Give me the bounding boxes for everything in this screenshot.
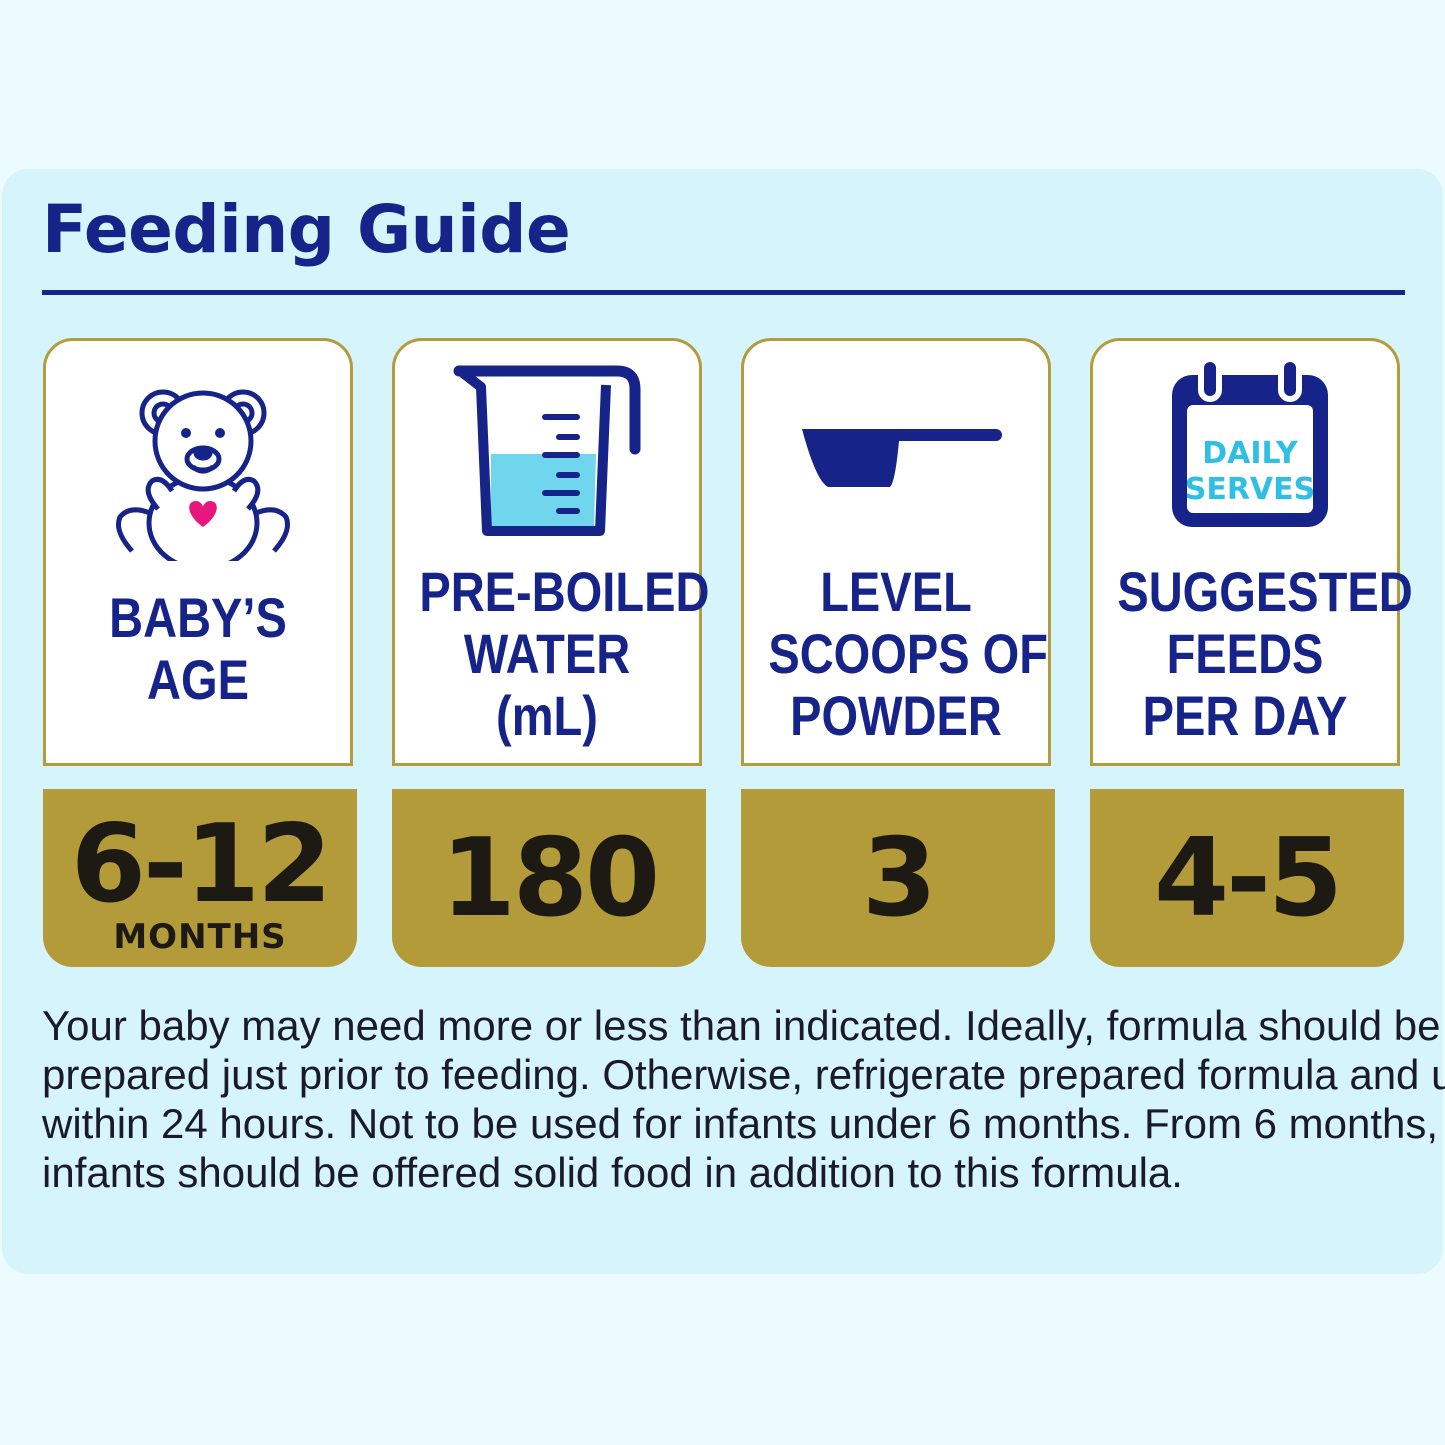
card-label: BABY’S AGE <box>109 586 287 711</box>
scoop-icon <box>802 429 1002 487</box>
value-number: 4-5 <box>1153 816 1343 941</box>
card-label: SUGGESTED FEEDS PER DAY <box>1117 560 1413 747</box>
card-feeds: DAILY SERVES SUGGESTED FEEDS PER DAY <box>1090 338 1413 766</box>
value-scoops: 3 <box>741 789 1055 967</box>
value-water: 180 <box>392 789 706 967</box>
title-divider <box>42 290 1405 295</box>
card-label: PRE-BOILED WATER (mL) <box>419 560 710 747</box>
card-water: PRE-BOILED WATER (mL) <box>392 338 710 766</box>
value-number: 6-12 <box>70 802 332 927</box>
note-line: Your baby may need more or less than ind… <box>42 1002 1441 1049</box>
value-number: 180 <box>440 816 660 941</box>
note-line: infants should be offered solid food in … <box>42 1149 1183 1196</box>
card-label: LEVEL SCOOPS OF POWDER <box>768 560 1048 747</box>
page-title: Feeding Guide <box>42 191 571 268</box>
teddy-bear-icon <box>116 389 290 561</box>
value-babys-age: 6-12 MONTHS <box>43 789 357 967</box>
calendar-text-line: DAILY <box>1202 436 1299 471</box>
calendar-icon: DAILY SERVES <box>1172 356 1328 527</box>
measuring-jug-icon <box>453 365 641 536</box>
value-feeds: 4-5 <box>1090 789 1404 967</box>
feeding-note: Your baby may need more or less than ind… <box>42 1001 1445 1197</box>
card-babys-age: BABY’S AGE <box>43 338 353 766</box>
note-line: within 24 hours. Not to be used for infa… <box>42 1100 1439 1147</box>
calendar-text-line: SERVES <box>1185 472 1316 507</box>
value-unit: MONTHS <box>113 917 287 957</box>
card-scoops: LEVEL SCOOPS OF POWDER <box>741 338 1051 766</box>
value-number: 3 <box>861 816 937 941</box>
note-line: prepared just prior to feeding. Otherwis… <box>42 1051 1445 1098</box>
